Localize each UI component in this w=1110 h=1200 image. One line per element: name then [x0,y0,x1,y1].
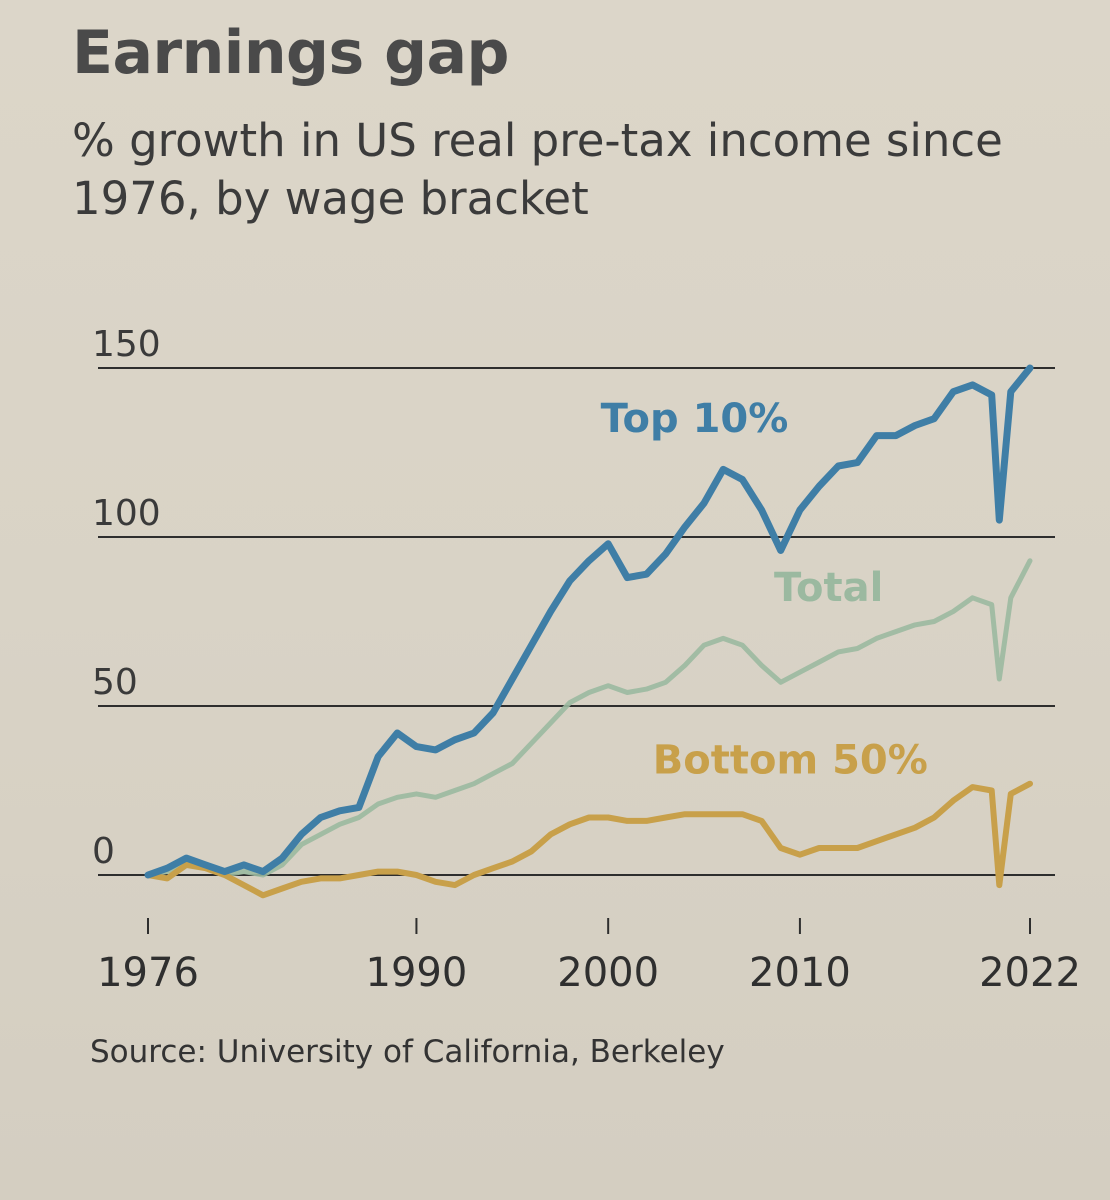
series-line-top-10 [144,364,1034,879]
y-tick-label: 0 [92,831,115,872]
x-tick-label: 2010 [749,950,851,996]
x-tick-label: 2000 [557,950,659,996]
series-label-top-10: Top 10% [601,396,789,442]
series-line-total [145,558,1033,878]
chart-subtitle: % growth in US real pre-tax income since… [72,114,1003,225]
source-note: Source: University of California, Berkel… [90,1034,725,1070]
y-tick-label: 100 [92,493,161,534]
chart-title: Earnings gap [72,18,510,88]
y-tick-label: 150 [92,324,161,365]
x-tick-label: 2022 [979,950,1081,996]
y-tick-label: 50 [92,662,138,703]
x-tick-label: 1976 [97,950,199,996]
series-label-total: Total [774,565,883,611]
series-line-bottom-50 [145,780,1033,899]
x-tick-label: 1990 [366,950,468,996]
series-label-bottom-50: Bottom 50% [653,738,928,784]
